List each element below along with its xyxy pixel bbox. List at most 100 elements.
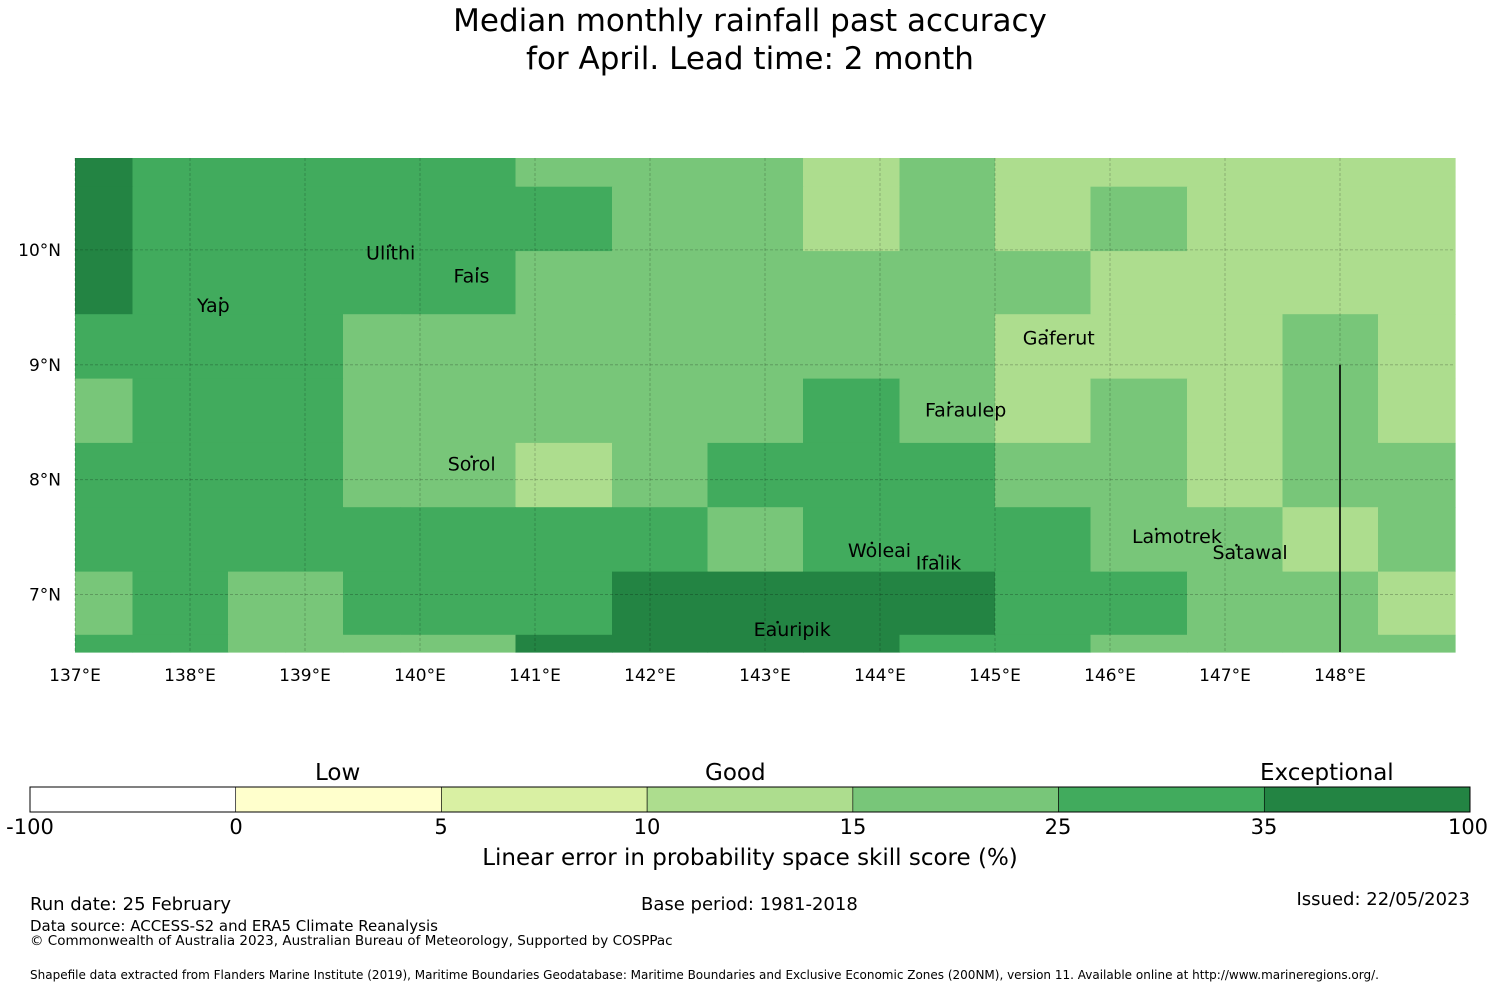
island-marker bbox=[476, 267, 479, 270]
skill-cell bbox=[343, 442, 402, 508]
skill-cell bbox=[995, 378, 1092, 444]
lon-tick-label: 137°E bbox=[49, 666, 101, 686]
map-title-line1: Median monthly rainfall past accuracy bbox=[453, 3, 1047, 39]
skill-cell bbox=[132, 571, 172, 636]
skill-cell bbox=[803, 507, 901, 573]
skill-cell bbox=[285, 251, 344, 315]
place-label: Gaferut bbox=[1023, 327, 1095, 349]
skill-cell bbox=[612, 314, 709, 380]
colorbar-swatch bbox=[441, 786, 648, 813]
skill-cell bbox=[228, 442, 287, 508]
skill-cell bbox=[1282, 314, 1379, 380]
place-label: Lamotrek bbox=[1132, 526, 1222, 548]
island-marker bbox=[470, 455, 474, 459]
skill-cell bbox=[899, 158, 996, 188]
skill-cell bbox=[707, 442, 804, 508]
lon-tick-label: 139°E bbox=[279, 666, 331, 686]
skill-cell bbox=[995, 158, 1092, 188]
skill-cell bbox=[1187, 442, 1284, 508]
skill-cell bbox=[803, 314, 901, 380]
lon-tick-label: 147°E bbox=[1199, 666, 1251, 686]
island-marker bbox=[388, 244, 392, 247]
skill-cell bbox=[75, 186, 134, 252]
skill-cell bbox=[285, 571, 344, 636]
lon-tick-label: 145°E bbox=[969, 666, 1021, 686]
skill-cell bbox=[899, 571, 996, 636]
colorbar-swatch bbox=[235, 786, 442, 813]
skill-cell bbox=[343, 507, 402, 573]
skill-cell bbox=[803, 378, 901, 444]
skill-cell bbox=[400, 634, 517, 653]
island-markers bbox=[219, 244, 1238, 624]
base-period: Base period: 1981-2018 bbox=[641, 894, 858, 915]
skill-cell bbox=[400, 158, 517, 188]
skill-cell bbox=[1378, 251, 1456, 315]
place-label: Faraulep bbox=[925, 400, 1006, 422]
skill-cell bbox=[170, 507, 229, 573]
skill-cell bbox=[1187, 186, 1284, 252]
island-marker bbox=[938, 554, 941, 557]
skill-cell bbox=[400, 571, 517, 636]
lat-tick-label: 9°N bbox=[29, 356, 61, 376]
skill-cell bbox=[803, 251, 901, 315]
place-label: Woleai bbox=[848, 540, 911, 562]
skill-cell bbox=[612, 571, 709, 636]
island-marker bbox=[776, 620, 779, 624]
colorbar-tick: 10 bbox=[633, 815, 661, 839]
skill-cell bbox=[612, 158, 709, 188]
skill-cell bbox=[343, 251, 402, 315]
skill-cell bbox=[1378, 442, 1456, 508]
shapefile-credit: Shapefile data extracted from Flanders M… bbox=[30, 968, 1379, 982]
lat-tick-label: 7°N bbox=[29, 586, 61, 606]
skill-cell bbox=[343, 571, 402, 636]
skill-cell bbox=[75, 634, 134, 653]
run-date: Run date: 25 February bbox=[30, 894, 231, 915]
skill-cell bbox=[707, 186, 804, 252]
skill-cell bbox=[707, 634, 804, 653]
skill-cell bbox=[285, 634, 344, 653]
skill-grid bbox=[75, 158, 1456, 653]
colorbar-label-exceptional: Exceptional bbox=[1260, 760, 1394, 786]
colorbar-swatch bbox=[646, 786, 854, 813]
colorbar-label-good: Good bbox=[705, 760, 766, 786]
skill-cell bbox=[1187, 251, 1284, 315]
skill-cell bbox=[899, 634, 996, 653]
skill-cell bbox=[707, 571, 804, 636]
skill-cell bbox=[132, 442, 172, 508]
skill-cell bbox=[1282, 186, 1379, 252]
skill-cell bbox=[75, 251, 134, 315]
colorbar-swatch bbox=[1058, 786, 1265, 813]
skill-cell bbox=[285, 186, 344, 252]
skill-cell bbox=[170, 442, 229, 508]
skill-cell bbox=[400, 186, 517, 252]
skill-cell bbox=[1378, 186, 1456, 252]
skill-cell bbox=[1090, 158, 1188, 188]
skill-cell bbox=[75, 507, 134, 573]
skill-cell bbox=[400, 507, 517, 573]
skill-cell bbox=[1187, 378, 1284, 444]
skill-cell bbox=[1378, 571, 1456, 636]
lon-tick-label: 141°E bbox=[509, 666, 561, 686]
skill-cell bbox=[515, 634, 613, 653]
colorbar-swatch bbox=[29, 786, 237, 813]
skill-cell bbox=[170, 251, 229, 315]
skill-cell bbox=[400, 378, 517, 444]
skill-cell bbox=[400, 442, 517, 508]
skill-cell bbox=[899, 378, 996, 444]
island-marker bbox=[1154, 527, 1158, 531]
skill-cell bbox=[132, 634, 172, 653]
skill-cell bbox=[132, 158, 172, 188]
map-title-line2: for April. Lead time: 2 month bbox=[526, 41, 974, 77]
skill-cell bbox=[995, 186, 1092, 252]
skill-cell bbox=[1378, 507, 1456, 573]
skill-cell bbox=[515, 158, 613, 188]
skill-cell bbox=[707, 158, 804, 188]
skill-cell bbox=[1378, 158, 1456, 188]
colorbar bbox=[29, 786, 1471, 813]
skill-cell bbox=[1282, 634, 1379, 653]
skill-cell bbox=[343, 314, 402, 380]
skill-cell bbox=[170, 378, 229, 444]
skill-cell bbox=[285, 158, 344, 188]
skill-cell bbox=[285, 378, 344, 444]
skill-cell bbox=[132, 186, 172, 252]
